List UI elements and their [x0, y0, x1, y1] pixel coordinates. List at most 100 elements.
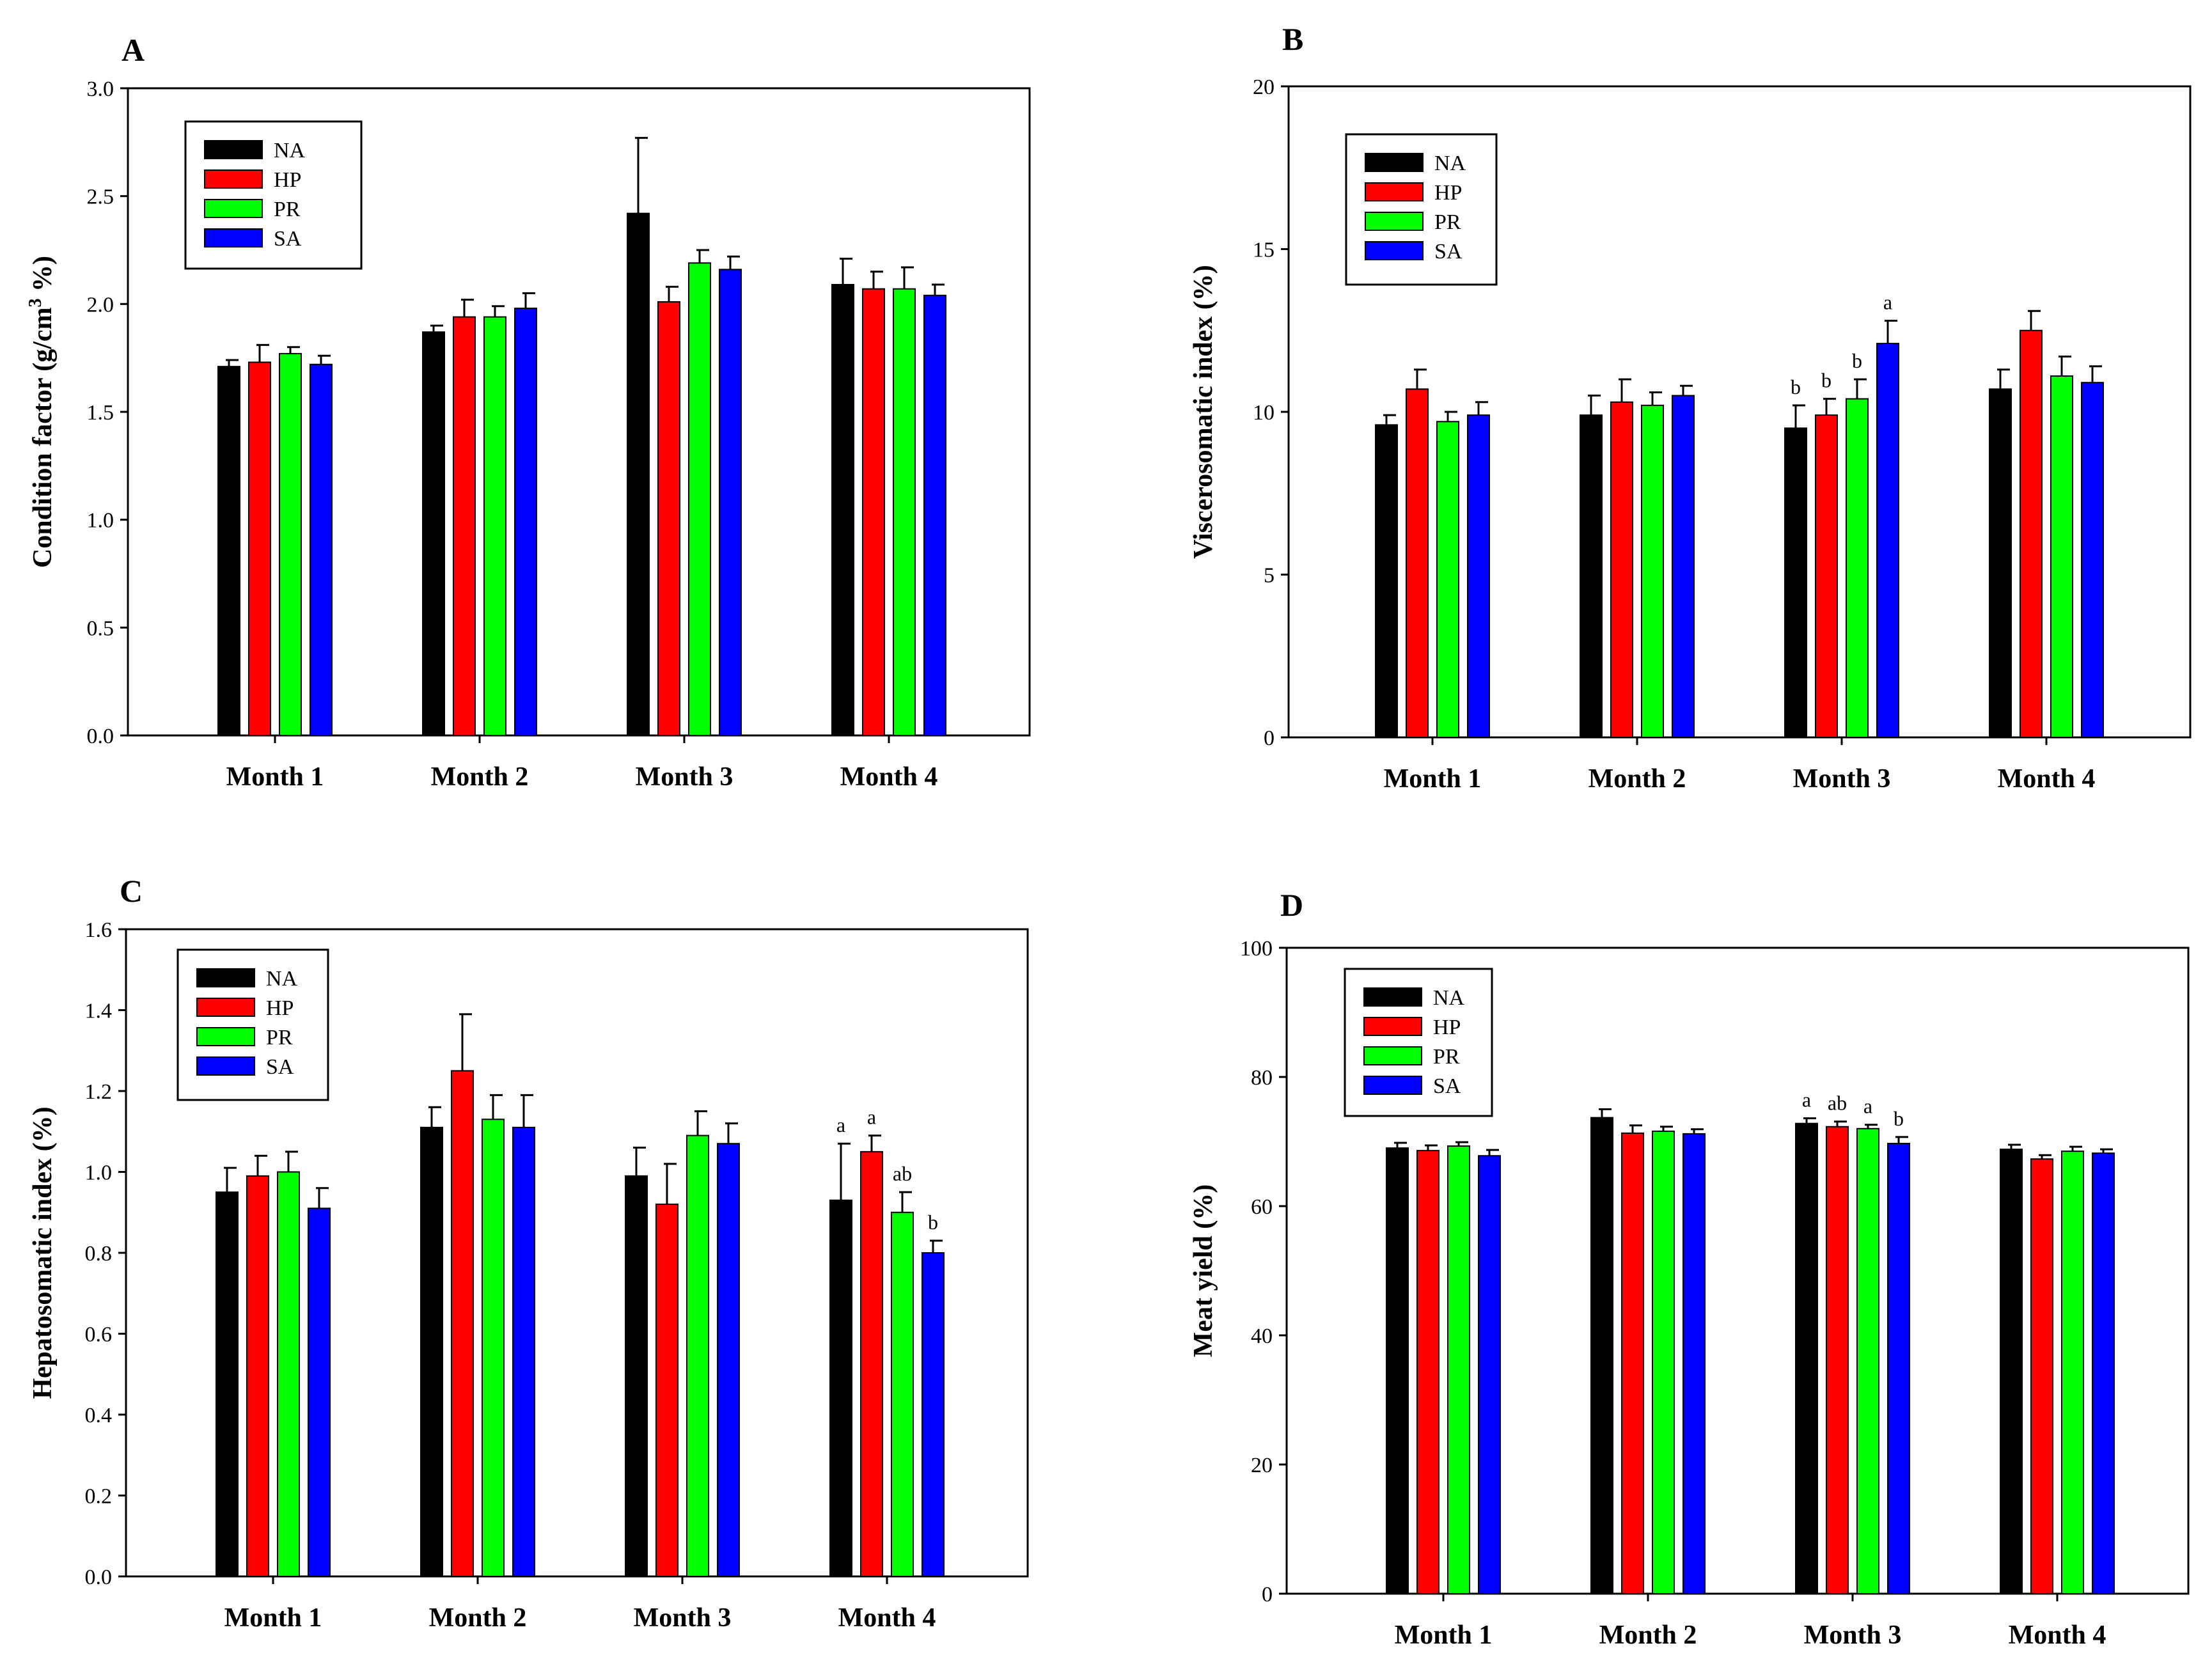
legend-label: NA — [1434, 152, 1466, 175]
y-tick-label: 10 — [1253, 401, 1275, 425]
bar-hp — [655, 1204, 679, 1577]
x-category-label: Month 2 — [429, 1603, 527, 1633]
panel-letter: D — [1280, 887, 1303, 923]
y-axis-title: Meat yield (%) — [1189, 1184, 1218, 1358]
bar-pr — [1846, 398, 1869, 738]
bar-pr — [686, 1135, 709, 1577]
x-category-label: Month 3 — [636, 762, 733, 792]
bar-na — [217, 366, 240, 736]
y-tick-label: 20 — [1251, 1454, 1273, 1477]
significance-label: b — [1821, 369, 1832, 392]
bar-hp — [862, 288, 885, 737]
bar-hp — [2020, 329, 2043, 738]
bar-na — [216, 1191, 239, 1577]
bar-sa — [1478, 1155, 1501, 1594]
bar-sa — [1683, 1133, 1706, 1594]
y-tick-label: 1.4 — [85, 1000, 113, 1023]
bar-pr — [891, 1211, 914, 1577]
x-category-label: Month 1 — [224, 1603, 322, 1633]
bar-na — [829, 1199, 852, 1577]
bar-hp — [1416, 1150, 1439, 1594]
bar-hp — [1406, 388, 1429, 738]
y-axis-title-main: Meat yield (%) — [1189, 1184, 1218, 1358]
significance-label: b — [928, 1211, 938, 1234]
bar-na — [1784, 427, 1807, 738]
legend-swatch-pr — [1365, 212, 1424, 231]
x-category-label: Month 3 — [1804, 1621, 1902, 1650]
y-tick-label: 0.0 — [87, 725, 114, 748]
legend-swatch-pr — [204, 199, 263, 218]
y-axis-title-main: Condition factor (g/cm — [28, 307, 58, 568]
legend-swatch-na — [196, 968, 255, 987]
x-category-label: Month 2 — [1588, 764, 1686, 794]
significance-label: b — [1894, 1107, 1904, 1130]
y-tick-label: 0.6 — [85, 1323, 113, 1347]
legend-label: SA — [266, 1055, 294, 1079]
legend-swatch-na — [204, 140, 263, 159]
bar-na — [422, 331, 445, 736]
bar-pr — [2061, 1150, 2084, 1594]
y-tick-label: 1.0 — [87, 509, 114, 533]
bar-na — [1375, 424, 1398, 738]
legend-label: SA — [274, 227, 302, 251]
chart-panel-b: B 0 5 10 15 20 Viscerosomatic index (%) Month 1… — [1189, 21, 2192, 794]
legend-label: PR — [266, 1026, 293, 1049]
chart-panel-c: C 0.0 0.2 0.4 0.6 0.8 1.0 1.2 1.4 1.6 Hepatosomati… — [28, 873, 1029, 1633]
bar-pr — [1652, 1130, 1675, 1594]
y-axis-title: Condition factor (g/cm3 %) — [26, 256, 58, 568]
bar-na — [1795, 1122, 1818, 1594]
y-tick-label: 3.0 — [87, 77, 114, 101]
significance-label: a — [836, 1113, 845, 1136]
plot-frame — [1285, 946, 2190, 1595]
bar-pr — [1641, 404, 1664, 738]
x-category-label: Month 3 — [1793, 764, 1891, 794]
bar-sa — [310, 363, 333, 736]
y-tick-label: 20 — [1253, 75, 1275, 99]
legend-label: NA — [1433, 986, 1465, 1010]
y-tick-label: 0.4 — [85, 1404, 113, 1427]
bar-sa — [1876, 343, 1899, 738]
y-axis-title-superscript: 3 — [26, 298, 45, 307]
y-tick-label: 0.8 — [85, 1242, 113, 1266]
y-tick-label: 0.2 — [85, 1485, 113, 1509]
legend-label: HP — [1434, 181, 1462, 205]
bar-sa — [1887, 1143, 1910, 1594]
significance-label: a — [1883, 290, 1892, 313]
significance-label: b — [1791, 375, 1801, 398]
y-axis-title: Viscerosomatic index (%) — [1189, 265, 1218, 559]
legend-label: PR — [1434, 210, 1461, 234]
legend-label: SA — [1434, 240, 1463, 263]
bar-sa — [2081, 382, 2104, 738]
bar-sa — [308, 1207, 331, 1578]
chart-panel-d: D 0 20 40 60 80 100 Meat yield (%) Month 1 Month … — [1189, 887, 2190, 1650]
bar-na — [1386, 1147, 1409, 1594]
bar-na — [831, 283, 854, 736]
significance-label: a — [1802, 1088, 1811, 1111]
legend-label: NA — [274, 139, 306, 162]
bar-hp — [451, 1070, 474, 1577]
y-tick-label: 5 — [1264, 564, 1275, 588]
bar-na — [2000, 1149, 2023, 1594]
bar-hp — [248, 361, 271, 736]
significance-label: a — [1863, 1095, 1872, 1118]
y-tick-label: 0 — [1262, 1583, 1273, 1606]
legend-swatch-sa — [196, 1056, 255, 1076]
x-category-label: Month 4 — [1998, 764, 2096, 794]
legend-swatch-pr — [1363, 1046, 1422, 1065]
legend-swatch-sa — [204, 228, 263, 247]
bar-sa — [719, 269, 742, 736]
bar-pr — [1856, 1127, 1879, 1595]
legend-swatch-na — [1363, 987, 1422, 1007]
bar-pr — [893, 288, 916, 737]
bar-hp — [1610, 401, 1633, 738]
x-category-label: Month 4 — [2009, 1621, 2106, 1650]
y-axis-title-tail: %) — [28, 256, 58, 299]
x-category-label: Month 2 — [1599, 1621, 1697, 1650]
x-category-label: Month 1 — [1384, 764, 1482, 794]
bar-hp — [2030, 1158, 2053, 1594]
y-tick-label: 0.0 — [85, 1566, 113, 1589]
x-category-label: Month 4 — [838, 1603, 936, 1633]
bar-sa — [717, 1143, 740, 1577]
bar-hp — [1826, 1126, 1849, 1594]
